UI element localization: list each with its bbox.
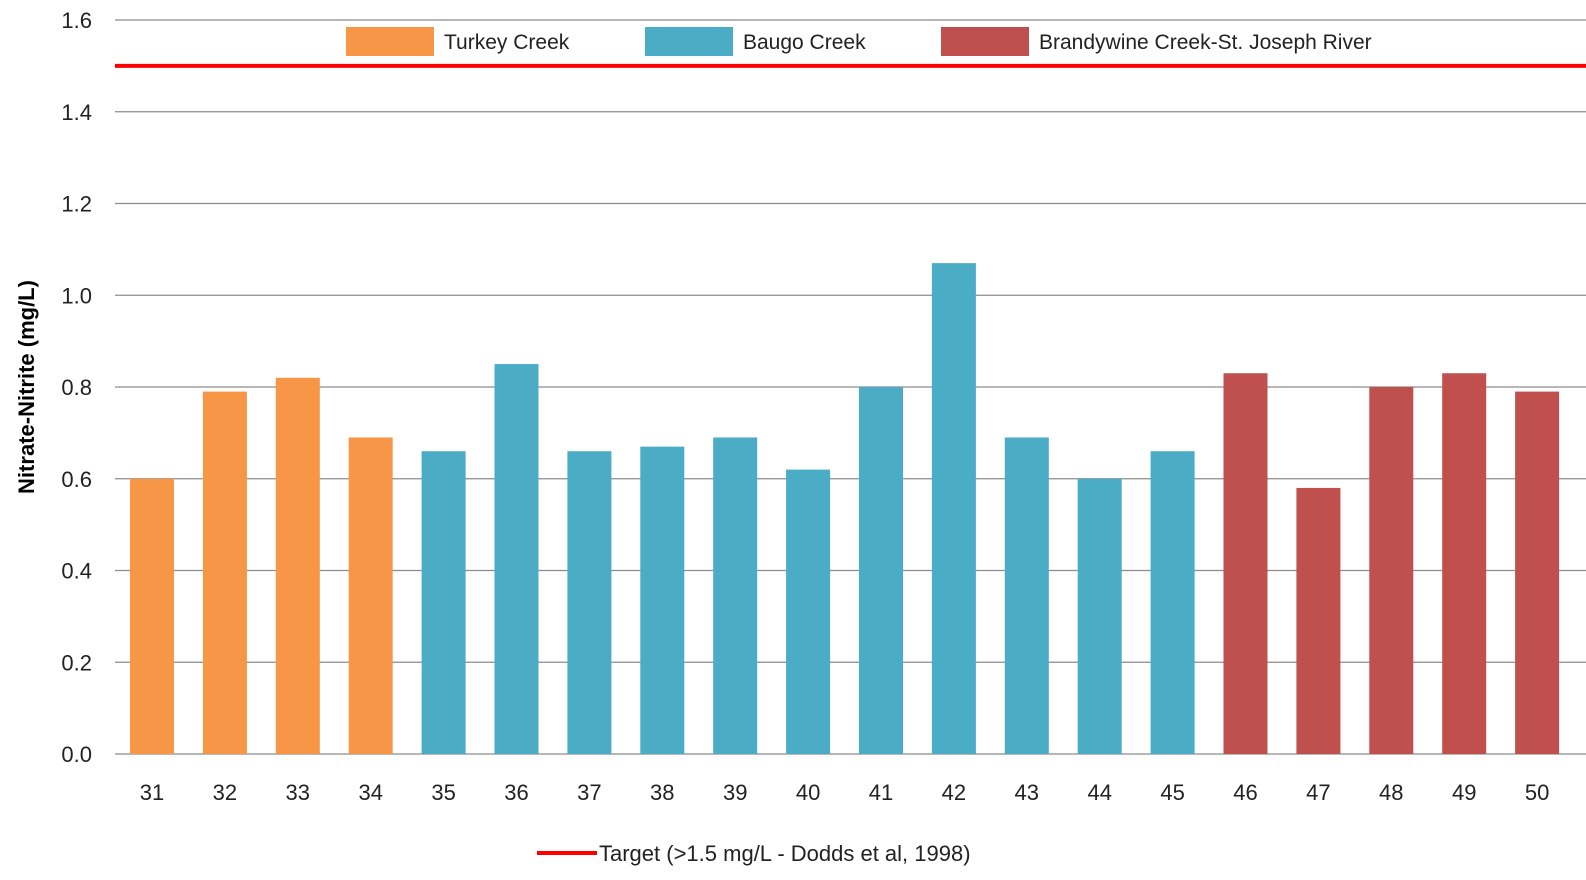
y-tick-label: 1.0 bbox=[61, 283, 92, 308]
bar-site-40 bbox=[786, 469, 831, 754]
x-tick-label: 41 bbox=[869, 780, 893, 805]
y-tick-label: 1.6 bbox=[61, 8, 92, 33]
x-tick-label: 46 bbox=[1233, 780, 1257, 805]
x-tick-label: 35 bbox=[431, 780, 455, 805]
x-tick-label: 31 bbox=[140, 780, 164, 805]
bar-site-35 bbox=[421, 451, 466, 754]
x-tick-label: 34 bbox=[358, 780, 382, 805]
bar-site-32 bbox=[202, 391, 247, 754]
legend-label-2: Baugo Creek bbox=[743, 31, 866, 54]
x-tick-label: 32 bbox=[213, 780, 237, 805]
target-legend: Target (>1.5 mg/L - Dodds et al, 1998) bbox=[537, 841, 971, 866]
y-tick-label: 0.6 bbox=[61, 467, 92, 492]
legend-label-1: Turkey Creek bbox=[444, 31, 570, 54]
x-tick-label: 33 bbox=[286, 780, 310, 805]
y-tick-label: 0.8 bbox=[61, 375, 92, 400]
x-tick-label: 50 bbox=[1525, 780, 1549, 805]
y-axis-ticks: 0.0 0.2 0.4 0.6 0.8 1.0 1.2 1.4 1.6 bbox=[61, 8, 92, 767]
bar-site-43 bbox=[1004, 437, 1049, 754]
bar-site-33 bbox=[275, 377, 320, 754]
bar-site-34 bbox=[348, 437, 393, 754]
gridlines bbox=[115, 19, 1586, 755]
x-tick-label: 45 bbox=[1160, 780, 1184, 805]
bar-site-48 bbox=[1369, 387, 1414, 754]
x-tick-label: 42 bbox=[942, 780, 966, 805]
bar-site-47 bbox=[1296, 487, 1341, 754]
legend-swatch-2 bbox=[645, 27, 733, 56]
bar-site-44 bbox=[1077, 478, 1122, 754]
x-tick-label: 40 bbox=[796, 780, 820, 805]
bar-site-49 bbox=[1442, 373, 1487, 754]
y-tick-label: 0.4 bbox=[61, 559, 92, 584]
bar-site-38 bbox=[640, 446, 685, 754]
target-legend-label: Target (>1.5 mg/L - Dodds et al, 1998) bbox=[599, 841, 971, 866]
x-tick-label: 39 bbox=[723, 780, 747, 805]
x-tick-label: 44 bbox=[1087, 780, 1111, 805]
x-tick-label: 36 bbox=[504, 780, 528, 805]
y-tick-label: 0.2 bbox=[61, 650, 92, 675]
bar-site-42 bbox=[931, 263, 976, 754]
x-axis-ticks: 31 32 33 34 35 36 37 38 39 40 41 42 43 44 45 46 47 48 49 50 bbox=[140, 780, 1550, 805]
bar-site-46 bbox=[1223, 373, 1268, 754]
x-tick-label: 49 bbox=[1452, 780, 1476, 805]
legend-label-3: Brandywine Creek-St. Joseph River bbox=[1039, 31, 1372, 54]
bar-site-39 bbox=[713, 437, 758, 754]
y-tick-label: 1.4 bbox=[61, 100, 92, 125]
x-tick-label: 37 bbox=[577, 780, 601, 805]
legend-swatch-3 bbox=[941, 27, 1029, 56]
bar-site-45 bbox=[1150, 451, 1195, 754]
bar-site-41 bbox=[859, 387, 903, 754]
y-tick-label: 0.0 bbox=[61, 742, 92, 767]
bars bbox=[130, 263, 1560, 754]
y-axis-title: Nitrate-Nitrite (mg/L) bbox=[14, 280, 39, 494]
x-tick-label: 48 bbox=[1379, 780, 1403, 805]
legend: Turkey Creek Baugo Creek Brandywine Creek-… bbox=[346, 27, 1372, 56]
legend-swatch-1 bbox=[346, 27, 434, 56]
bar-site-50 bbox=[1515, 391, 1560, 754]
bar-site-31 bbox=[130, 478, 174, 754]
x-tick-label: 38 bbox=[650, 780, 674, 805]
bar-site-36 bbox=[494, 364, 539, 754]
bar-site-37 bbox=[567, 451, 612, 754]
x-tick-label: 47 bbox=[1306, 780, 1330, 805]
x-tick-label: 43 bbox=[1015, 780, 1039, 805]
y-tick-label: 1.2 bbox=[61, 192, 92, 217]
